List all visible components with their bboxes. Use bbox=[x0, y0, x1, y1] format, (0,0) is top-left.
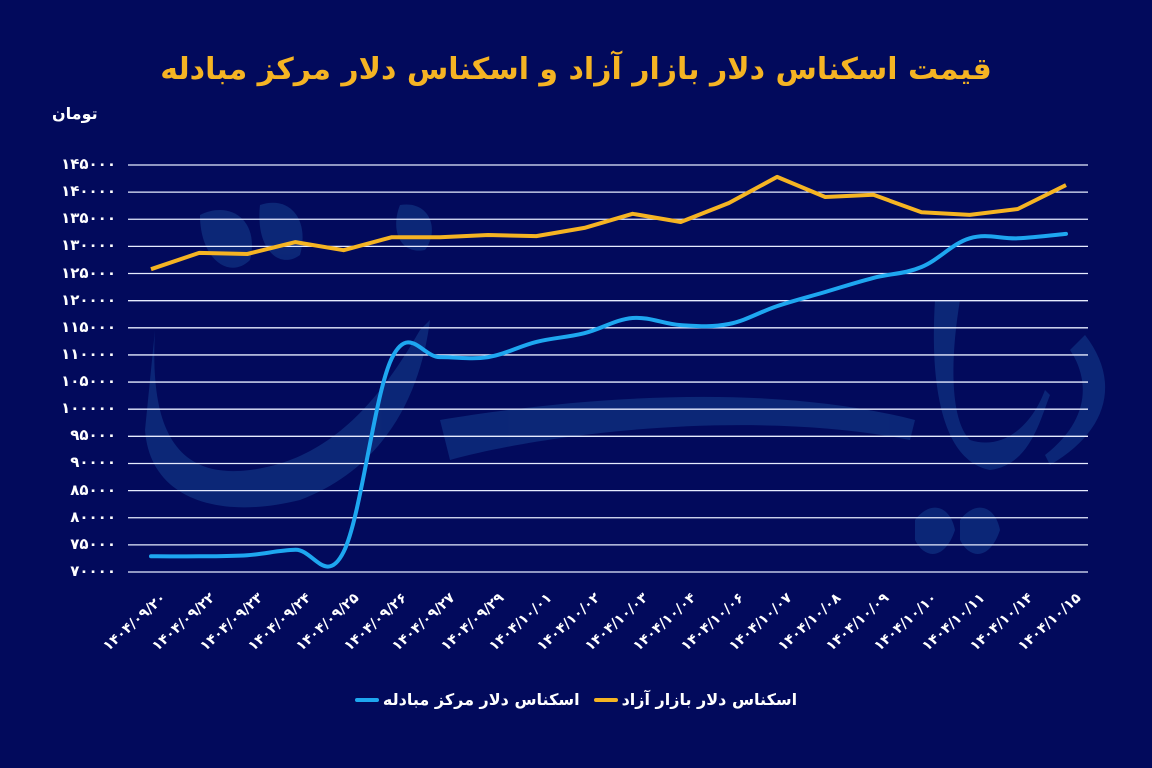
y-tick-label: ۱۴۵۰۰۰ bbox=[61, 155, 116, 173]
legend-label: اسکناس دلار بازار آزاد bbox=[621, 690, 798, 709]
legend-swatch-yellow bbox=[593, 697, 618, 702]
y-tick-label: ۱۴۰۰۰۰ bbox=[61, 182, 116, 201]
y-tick-label: ۱۳۰۰۰۰ bbox=[61, 236, 116, 255]
y-axis-unit-label: تومان bbox=[52, 104, 98, 123]
free-market-line bbox=[150, 174, 1067, 272]
legend: اسکناس دلار بازار آزاد اسکناس دلار مرکز … bbox=[0, 690, 1152, 709]
exchange-center-line bbox=[149, 231, 1068, 569]
y-tick-label: ۸۰۰۰۰ bbox=[70, 507, 116, 526]
legend-item-free-market: اسکناس دلار بازار آزاد bbox=[593, 690, 798, 709]
legend-swatch-blue bbox=[354, 697, 379, 702]
y-tick-label: ۱۰۵۰۰۰ bbox=[61, 372, 116, 391]
legend-item-exchange-center: اسکناس دلار مرکز مبادله bbox=[354, 690, 580, 709]
y-tick-label: ۱۲۰۰۰۰ bbox=[61, 290, 116, 309]
y-tick-label: ۹۰۰۰۰ bbox=[70, 453, 116, 472]
y-tick-label: ۷۰۰۰۰ bbox=[70, 562, 116, 580]
y-tick-label: ۹۵۰۰۰ bbox=[70, 426, 116, 445]
y-tick-label: ۱۲۵۰۰۰ bbox=[61, 263, 116, 282]
y-tick-label: ۱۳۵۰۰۰ bbox=[61, 209, 116, 228]
y-tick-label: ۱۱۰۰۰۰ bbox=[61, 344, 116, 363]
legend-label: اسکناس دلار مرکز مبادله bbox=[382, 690, 580, 709]
y-tick-label: ۱۰۰۰۰۰ bbox=[61, 399, 116, 418]
watermark-logo bbox=[145, 202, 1106, 554]
y-tick-label: ۸۵۰۰۰ bbox=[70, 480, 116, 499]
chart-title: قیمت اسکناس دلار بازار آزاد و اسکناس دلا… bbox=[160, 52, 992, 87]
gridlines bbox=[128, 164, 1088, 573]
y-tick-label: ۷۵۰۰۰ bbox=[70, 534, 116, 553]
y-tick-label: ۱۱۵۰۰۰ bbox=[61, 317, 116, 336]
